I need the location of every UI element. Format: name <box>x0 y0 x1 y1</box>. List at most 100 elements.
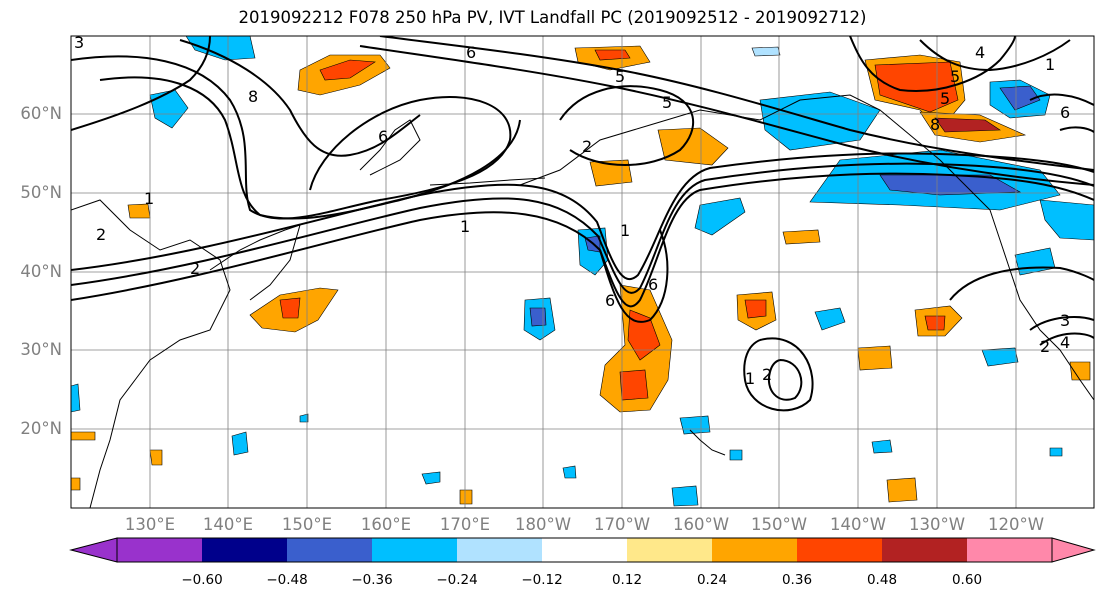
contour-label: 3 <box>74 33 84 52</box>
neg-anomaly-blob <box>671 485 699 507</box>
neg-anomaly-blob <box>981 347 1019 367</box>
pos-anomaly-blob <box>924 315 946 331</box>
colorbar-segment <box>967 538 1052 562</box>
colorbar-segment <box>882 538 967 562</box>
contour-label: 4 <box>1060 333 1070 352</box>
pv-contour <box>71 55 512 220</box>
contour-label: 1 <box>745 369 755 388</box>
colorbar-tick-label: −0.36 <box>351 572 393 588</box>
lon-label: 120°W <box>987 515 1045 534</box>
neg-anomaly-blob <box>729 449 743 461</box>
pos-anomaly-blob <box>1069 361 1091 381</box>
colorbar-tick-label: −0.12 <box>521 572 563 588</box>
contour-label: 6 <box>466 43 476 62</box>
contour-label: 2 <box>762 365 772 384</box>
contour-label: 4 <box>975 43 985 62</box>
pv-contour <box>949 266 1094 301</box>
contour-label: 2 <box>96 225 106 244</box>
pv-contour <box>559 85 695 166</box>
pv-contour <box>1039 332 1094 346</box>
colorbar-tick-label: 0.24 <box>696 572 728 588</box>
contour-label: 6 <box>605 291 615 310</box>
colorbar-tick-label: 0.36 <box>781 572 813 588</box>
colorbar-segment <box>287 538 372 562</box>
lon-label: 180°W <box>514 515 572 534</box>
colorbar-segment <box>712 538 797 562</box>
coastlines <box>71 94 1094 508</box>
contour-label: 5 <box>662 93 672 112</box>
coast-hawaii <box>689 429 726 456</box>
pv-contour <box>359 45 1094 186</box>
contour-label: 6 <box>648 275 658 294</box>
colorbar-segment <box>457 538 542 562</box>
pos-anomaly-blob <box>459 489 473 505</box>
colorbar-segment <box>797 538 882 562</box>
lon-label: 130°E <box>124 515 176 534</box>
colorbar-right-extension <box>1051 537 1096 563</box>
pv-contour <box>99 76 521 220</box>
colorbar-tick-label: −0.24 <box>436 572 478 588</box>
pos-anomaly-blob <box>934 117 1001 133</box>
pos-anomaly-blob <box>279 297 301 319</box>
neg-anomaly-blob <box>694 197 746 236</box>
colorbar-segment <box>542 538 627 562</box>
colorbar-tick-label: −0.48 <box>266 572 308 588</box>
contour-label: 2 <box>1040 337 1050 356</box>
colorbar-tick-label: 0.12 <box>611 572 643 588</box>
graticule <box>71 36 1094 508</box>
neg-anomaly-blob <box>999 85 1041 111</box>
colorbar-segment <box>202 538 287 562</box>
neg-anomaly-blob <box>71 383 81 413</box>
pv-contours <box>71 36 1094 412</box>
colorbar-frame <box>116 537 1053 563</box>
lat-label: 20°N <box>20 419 62 438</box>
lon-label: 170°W <box>593 515 651 534</box>
pv-contour <box>849 36 1016 92</box>
neg-anomaly-blob <box>871 439 893 454</box>
lon-label: 140°E <box>202 515 254 534</box>
contour-label: 6 <box>1060 103 1070 122</box>
neg-anomaly-blob <box>879 174 1022 196</box>
lon-label: 170°E <box>439 515 491 534</box>
lat-label: 40°N <box>20 262 62 281</box>
neg-anomaly-blob <box>231 431 249 456</box>
pv-contour <box>71 172 1094 308</box>
pv-contour <box>1059 126 1094 133</box>
neg-anomaly-blob <box>1049 447 1063 457</box>
coast-asia <box>71 199 231 508</box>
lon-label: 150°E <box>281 515 333 534</box>
pos-anomaly-blob <box>857 345 893 371</box>
pos-anomaly-blob <box>886 477 918 503</box>
contour-label: 8 <box>248 87 258 106</box>
colorbar-segment <box>117 538 202 562</box>
pv-contour <box>379 36 1094 171</box>
pos-anomaly-blob <box>589 159 633 187</box>
lon-label: 130°W <box>908 515 966 534</box>
contour-label: 1 <box>1045 55 1055 74</box>
map-frame <box>70 35 1095 509</box>
neg-anomaly-blob <box>185 36 256 61</box>
lon-label: 140°W <box>829 515 887 534</box>
lon-label: 160°W <box>672 515 730 534</box>
pos-anomaly-blob <box>744 299 767 319</box>
lon-label: 160°E <box>360 515 412 534</box>
neg-anomaly-blob <box>421 471 441 485</box>
colorbar-segment <box>372 538 457 562</box>
pv-contour <box>1029 93 1094 106</box>
colorbar-segment <box>627 538 712 562</box>
contour-label: 6 <box>378 127 388 146</box>
neg-anomaly-blob <box>562 465 577 479</box>
contour-label: 5 <box>615 67 625 86</box>
contour-label: 5 <box>950 67 960 86</box>
coast-kamchatka <box>359 119 421 176</box>
colorbar-tick-label: −0.60 <box>181 572 223 588</box>
contour-label: 1 <box>460 217 470 236</box>
colorbar-left-extension <box>69 537 118 563</box>
pv-contour <box>71 36 211 131</box>
pos-anomaly-blob <box>594 49 631 61</box>
lat-label: 50°N <box>20 183 62 202</box>
colorbar-tick-label: 0.60 <box>951 572 983 588</box>
contour-label: 1 <box>144 189 154 208</box>
contour-label: 1 <box>620 221 630 240</box>
